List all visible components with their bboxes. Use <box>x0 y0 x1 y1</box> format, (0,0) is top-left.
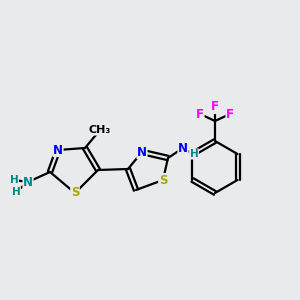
Text: N: N <box>137 146 147 158</box>
Text: S: S <box>159 173 167 187</box>
Text: H: H <box>190 149 198 159</box>
Text: CH₃: CH₃ <box>89 125 111 135</box>
Text: N: N <box>53 143 63 157</box>
Text: F: F <box>226 107 234 121</box>
Text: H: H <box>10 175 18 185</box>
Text: F: F <box>196 107 204 121</box>
Text: N: N <box>23 176 33 188</box>
Text: N: N <box>178 142 188 154</box>
Text: H: H <box>12 187 20 197</box>
Text: S: S <box>71 187 79 200</box>
Text: F: F <box>211 100 219 113</box>
